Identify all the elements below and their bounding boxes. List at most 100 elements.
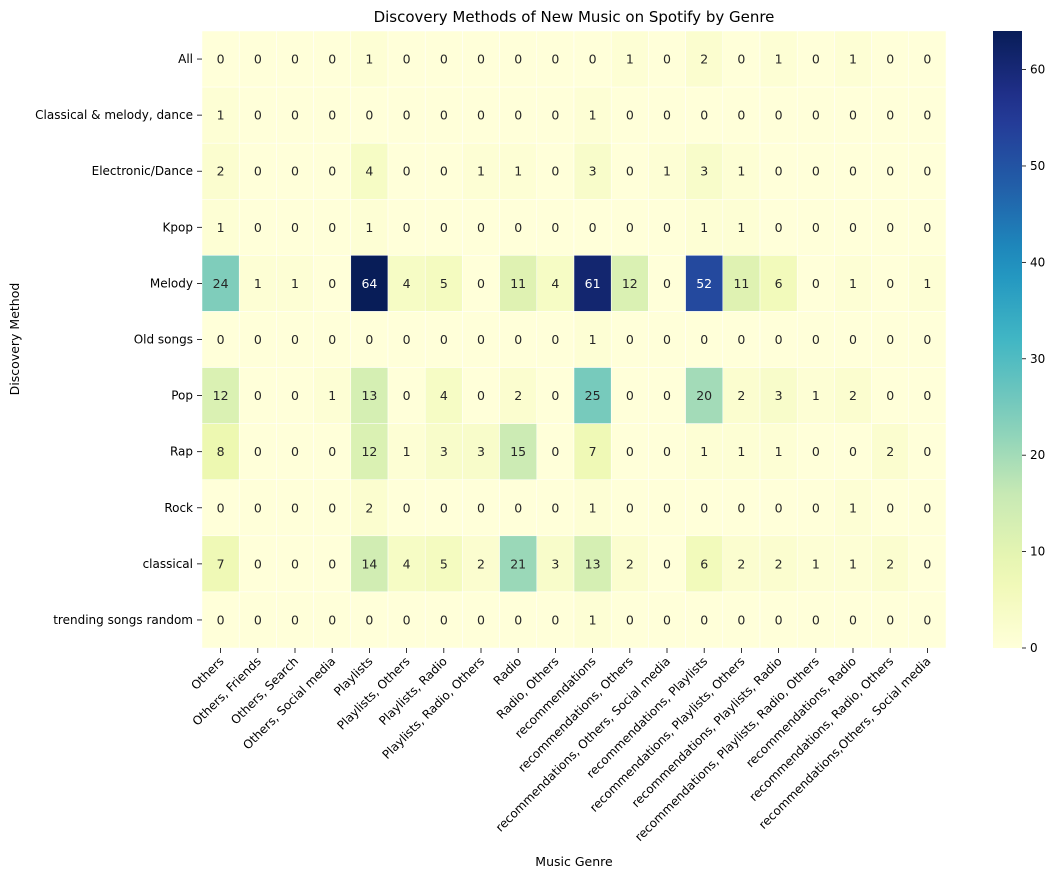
cell-value-label: 0 [775,332,783,347]
cell-value-label: 0 [923,388,931,403]
cell-value-label: 0 [514,332,522,347]
cell-value-label: 0 [477,612,485,627]
cell-value-label: 0 [551,332,559,347]
heatmap-cells: 0 0 0 0 1 0 0 0 0 0 0 1 0 2 0 1 0 1 0 0 1 0 0 0 0 0 0 0 0 0 1 0 0 0 0 0 0 0 0 0… [201,30,947,649]
cell-value-label: 0 [663,52,671,67]
heatmap-cell [722,367,761,424]
heatmap-cell [387,423,426,480]
heatmap-cell [610,199,649,256]
cell-value-label: 0 [812,612,820,627]
cell-value-label: 0 [626,444,634,459]
cell-value-label: 0 [477,108,485,123]
cell-value-label: 0 [849,220,857,235]
cell-value-label: 0 [737,332,745,347]
cell-value-label: 0 [551,444,559,459]
cell-value-label: 0 [477,276,485,291]
cell-value-label: 0 [626,220,634,235]
colorbar-tick-label: 10 [1030,545,1045,559]
cell-value-label: 0 [440,612,448,627]
cell-value-label: 0 [700,108,708,123]
heatmap-cell [722,535,761,593]
heatmap-cell [871,142,910,200]
cell-value-label: 15 [510,444,526,459]
heatmap-cell [536,199,575,256]
heatmap-cell [276,367,314,424]
heatmap-cell [201,535,240,593]
heatmap-cell [313,255,352,312]
cell-value-label: 0 [328,612,336,627]
cell-value-label: 0 [291,444,299,459]
heatmap-cell [759,535,798,593]
heatmap-cell [834,591,872,649]
cell-value-label: 0 [254,556,262,571]
cell-value-label: 0 [886,108,894,123]
y-tick-label: Rap [170,445,193,459]
cell-value-label: 0 [291,164,299,179]
cell-value-label: 0 [626,108,634,123]
cell-value-label: 2 [477,556,485,571]
heatmap-cell [610,479,649,537]
heatmap-cell [648,199,686,256]
x-tick-label: Playlists, Radio [376,654,450,728]
cell-value-label: 0 [663,612,671,627]
cell-value-label: 12 [361,444,377,459]
heatmap-cell [908,367,947,424]
heatmap-cell [536,142,575,200]
cell-value-label: 3 [477,444,485,459]
cell-value-label: 6 [775,276,783,291]
heatmap-cell [462,423,500,480]
cell-value-label: 0 [886,52,894,67]
heatmap-cell [424,86,463,144]
cell-value-label: 64 [361,276,377,291]
heatmap-cell [238,535,277,593]
heatmap-cell [462,30,500,88]
cell-value-label: 2 [626,556,634,571]
heatmap-cell [908,199,947,256]
cell-value-label: 0 [923,444,931,459]
cell-value-label: 0 [440,52,448,67]
heatmap-cell [387,591,426,649]
cell-value-label: 0 [403,52,411,67]
cell-value-label: 0 [440,500,448,515]
heatmap-cell [350,142,389,200]
heatmap-cell [499,255,538,312]
cell-value-label: 0 [775,500,783,515]
cell-value-label: 1 [849,276,857,291]
cell-value-label: 1 [737,164,745,179]
cell-value-label: 0 [217,52,225,67]
cell-value-label: 1 [589,332,597,347]
cell-value-label: 0 [775,220,783,235]
cell-value-label: 13 [585,556,601,571]
cell-value-label: 2 [700,52,708,67]
cell-value-label: 0 [923,52,931,67]
cell-value-label: 0 [812,52,820,67]
cell-value-label: 25 [585,388,601,403]
cell-value-label: 0 [663,332,671,347]
cell-value-label: 1 [849,52,857,67]
cell-value-label: 1 [775,52,783,67]
heatmap-cell [276,255,314,312]
cell-value-label: 0 [886,164,894,179]
cell-value-label: 1 [775,444,783,459]
heatmap-cell [462,86,500,144]
cell-value-label: 1 [328,388,336,403]
heatmap-cell [648,311,686,368]
heatmap-cell [573,311,612,368]
heatmap-cell [313,367,352,424]
y-tick-label: trending songs random [53,613,193,627]
cell-value-label: 0 [328,276,336,291]
heatmap-cell [313,479,352,537]
cell-value-label: 0 [551,500,559,515]
cell-value-label: 0 [849,444,857,459]
cell-value-label: 2 [365,500,373,515]
heatmap-cell [350,367,389,424]
cell-value-label: 0 [514,500,522,515]
cell-value-label: 0 [403,164,411,179]
cell-value-label: 1 [403,444,411,459]
heatmap-cell [313,591,352,649]
heatmap-cell [610,423,649,480]
heatmap-cell [759,423,798,480]
heatmap-cell [759,255,798,312]
cell-value-label: 0 [514,220,522,235]
heatmap-cell [871,535,910,593]
